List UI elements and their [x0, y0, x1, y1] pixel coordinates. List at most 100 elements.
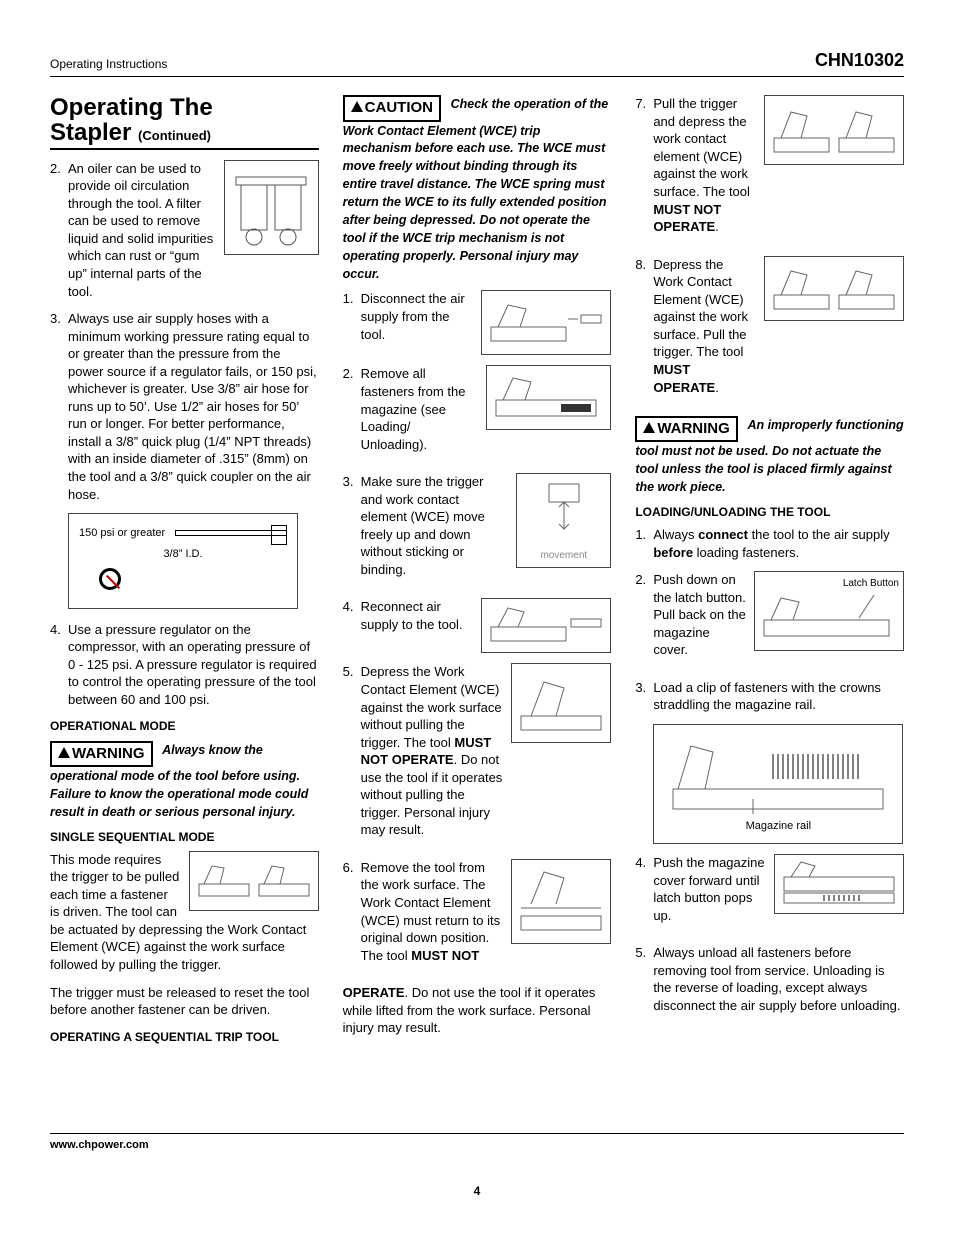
page-number: 4 — [50, 1183, 904, 1199]
step7-figure — [764, 95, 904, 165]
single-seq-figure — [189, 851, 319, 911]
item3-block: 3. Always use air supply hoses with a mi… — [50, 310, 319, 503]
magazine-rail-icon — [663, 734, 893, 819]
movement-label: movement — [529, 549, 599, 563]
list-num: 4. — [50, 621, 68, 709]
warning-badge: WARNING — [50, 741, 153, 767]
step4-block: 4. Reconnect air supply to the tool. — [343, 598, 612, 653]
step6-text: Remove the tool from the work surface. T… — [361, 859, 504, 964]
page-footer: www.chpower.com — [50, 1133, 904, 1153]
header-model: CHN10302 — [815, 48, 904, 72]
item2-text: An oiler can be used to provide oil circ… — [68, 160, 216, 300]
push-cover-figure — [774, 854, 904, 914]
load5-text: Always unload all fasteners before remov… — [653, 944, 904, 1014]
single-seq-body: This mode requires the trigger to be pul… — [50, 851, 319, 974]
step5-block: 5. Depress the Work Contact Element (WCE… — [343, 663, 612, 848]
reconnect-icon — [486, 603, 606, 648]
step1-block: 1. Disconnect the air supply from the to… — [343, 290, 612, 355]
latch-label: Latch Button — [843, 577, 899, 591]
item2-block: 2. An oiler can be used to provide oil c… — [50, 160, 319, 310]
list-num: 7. — [635, 95, 653, 235]
hose-label-top: 150 psi or greater — [79, 526, 165, 541]
step3-figure: movement — [516, 473, 611, 568]
content-columns: Operating The Stapler (Continued) 2. An … — [50, 95, 904, 1115]
list-num: 6. — [343, 859, 361, 964]
stapler-pair-icon — [194, 856, 314, 906]
warning-label: WARNING — [657, 420, 730, 437]
single-seq-head: SINGLE SEQUENTIAL MODE — [50, 829, 319, 845]
operational-mode-head: OPERATIONAL MODE — [50, 718, 319, 734]
step6-cont: OPERATE. Do not use the tool if it opera… — [343, 984, 612, 1037]
step7-block: 7. Pull the trigger and depress the work… — [635, 95, 904, 245]
hose-label-bottom: 3/8” I.D. — [163, 547, 202, 562]
load-item4: 4. Push the magazine cover forward until… — [635, 854, 904, 934]
load4-text: Push the magazine cover forward until la… — [653, 854, 766, 924]
trigger-reset: The trigger must be released to reset th… — [50, 984, 319, 1019]
pull-trigger-icon — [769, 100, 899, 160]
hose-line-icon — [175, 530, 287, 536]
step5-figure — [511, 663, 611, 743]
step1-text: Disconnect the air supply from the tool. — [361, 290, 474, 343]
warning-2: WARNING An improperly functioning tool m… — [635, 416, 904, 496]
list-num: 8. — [635, 256, 653, 396]
disconnect-icon — [486, 295, 606, 350]
warning-badge: WARNING — [635, 416, 738, 442]
load3-text: Load a clip of fasteners with the crowns… — [653, 679, 904, 714]
step7-text: Pull the trigger and depress the work co… — [653, 95, 756, 235]
hose-diagram: 150 psi or greater 3/8” I.D. — [68, 513, 298, 609]
remove-tool-icon — [516, 864, 606, 939]
step2-block: 2. Remove all fasteners from the magazin… — [343, 365, 612, 463]
page-header: Operating Instructions CHN10302 — [50, 48, 904, 77]
list-num: 3. — [50, 310, 68, 503]
caution-label: CAUTION — [365, 99, 433, 116]
latch-icon — [759, 590, 899, 645]
load-item1: 1. Always connect the tool to the air su… — [635, 526, 904, 561]
caution-badge: CAUTION — [343, 95, 441, 121]
list-num: 5. — [635, 944, 653, 1014]
item3-text: Always use air supply hoses with a minim… — [68, 310, 319, 503]
list-num: 4. — [635, 854, 653, 924]
step6-block: 6. Remove the tool from the work surface… — [343, 859, 612, 974]
list-num: 1. — [343, 290, 361, 343]
oiler-figure — [224, 160, 319, 255]
hose-cross-icon — [99, 568, 121, 590]
seq-trip-head: OPERATING A SEQUENTIAL TRIP TOOL — [50, 1029, 319, 1045]
step5-text: Depress the Work Contact Element (WCE) a… — [361, 663, 504, 838]
step6-figure — [511, 859, 611, 944]
list-num: 3. — [343, 473, 361, 578]
title-line1: Operating The — [50, 94, 213, 121]
step4-figure — [481, 598, 611, 653]
latch-figure: Latch Button — [754, 571, 904, 651]
step3-block: movement 3. Make sure the trigger and wo… — [343, 473, 612, 588]
caution1-text: Check the operation of the Work Contact … — [343, 97, 609, 280]
step8-figure — [764, 256, 904, 321]
list-num: 3. — [635, 679, 653, 714]
wce-move-icon — [529, 479, 599, 544]
load1-text: Always connect the tool to the air suppl… — [653, 526, 904, 561]
list-num: 4. — [343, 598, 361, 633]
list-num: 1. — [635, 526, 653, 561]
list-num: 2. — [50, 160, 68, 300]
magazine-rail-label: Magazine rail — [746, 819, 811, 834]
item4-text: Use a pressure regulator on the compress… — [68, 621, 319, 709]
step4-text: Reconnect air supply to the tool. — [361, 598, 474, 633]
step8-block: 8. Depress the Work Contact Element (WCE… — [635, 256, 904, 406]
step8-text: Depress the Work Contact Element (WCE) a… — [653, 256, 756, 396]
depress-pull-icon — [769, 261, 899, 316]
step2-figure — [486, 365, 611, 430]
step2-text: Remove all fasteners from the magazine (… — [361, 365, 479, 453]
depress-wce-icon — [516, 668, 606, 738]
section-title: Operating The Stapler (Continued) — [50, 95, 319, 149]
caution-triangle-icon — [351, 101, 363, 112]
section-title-block: Operating The Stapler (Continued) — [50, 95, 319, 149]
warning-1: WARNING Always know the operational mode… — [50, 741, 319, 821]
remove-fasteners-icon — [491, 370, 606, 425]
step1-figure — [481, 290, 611, 355]
load2-text: Push down on the latch button. Pull back… — [653, 571, 746, 659]
header-left: Operating Instructions — [50, 56, 167, 72]
warning-label: WARNING — [72, 745, 145, 762]
load-item5: 5. Always unload all fasteners before re… — [635, 944, 904, 1014]
loading-head: LOADING/UNLOADING THE TOOL — [635, 504, 904, 520]
warning-triangle-icon — [58, 747, 70, 758]
item4-block: 4. Use a pressure regulator on the compr… — [50, 621, 319, 709]
